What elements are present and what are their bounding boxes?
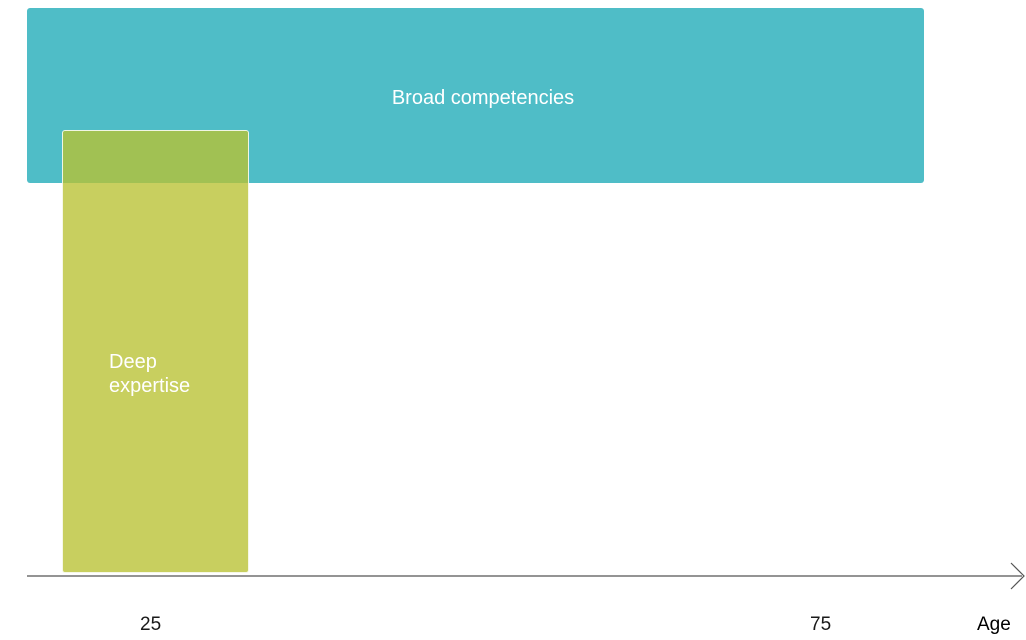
axis-label-age: Age [977,614,1011,635]
tick-label-75: 75 [810,614,832,635]
broad-competencies-label: Broad competencies [391,87,575,109]
deep-expertise-label-line-2: expertise [109,375,191,397]
deep-expertise-block [62,130,249,573]
tick-label-25: 25 [140,614,162,635]
deep-expertise-label-line-1: Deep [109,351,157,373]
age-axis-arrow-icon [1010,562,1025,590]
deep-expertise-label: Deep expertise [109,350,190,398]
